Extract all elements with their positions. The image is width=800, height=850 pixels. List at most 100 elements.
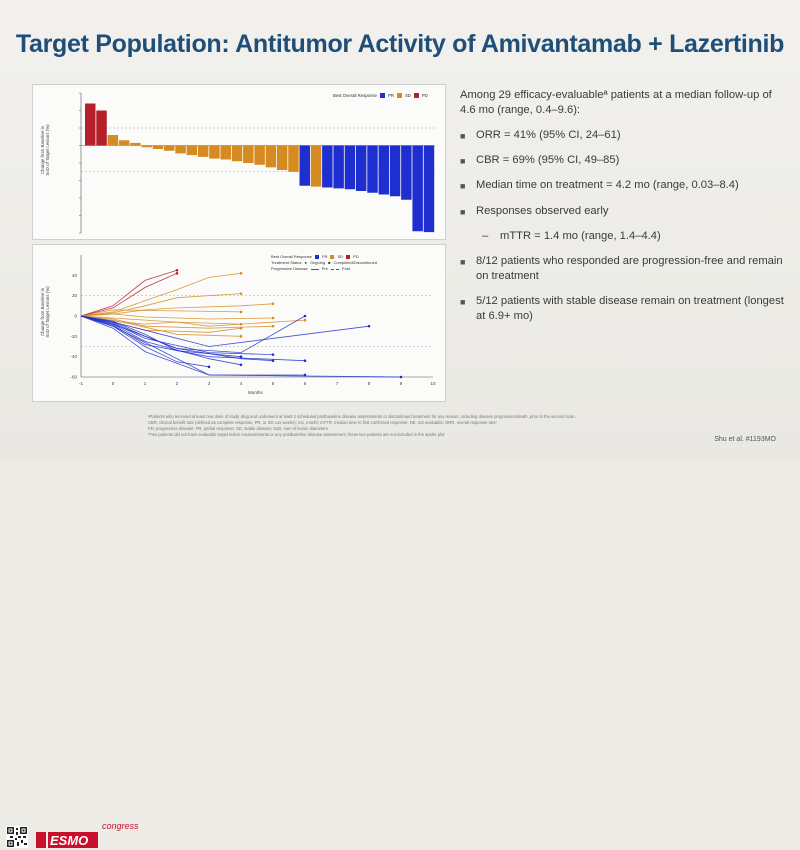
- dash-icon: –: [482, 229, 489, 242]
- footnotes: ªPatients who received at least one dose…: [148, 414, 688, 438]
- spider-x-tick-label: 6: [304, 381, 307, 386]
- spider-x-tick-label: 0: [112, 381, 115, 386]
- bullet-progression-free: ■ 8/12 patients who responded are progres…: [460, 254, 790, 284]
- legend-swatch-pd: [413, 93, 419, 98]
- spider-y-tick-label: -40: [70, 354, 77, 359]
- spider-endpoint-marker: [367, 324, 371, 328]
- spider-legend-sd: SD: [337, 254, 344, 259]
- pre-line-icon: [310, 268, 319, 270]
- bullet-icon: ■: [460, 256, 466, 267]
- bullet-stable-disease-text: 5/12 patients with stable disease remain…: [476, 294, 784, 323]
- spider-patient-line: [80, 272, 178, 317]
- spider-swatch-pr: [314, 255, 319, 260]
- bullet-icon: ■: [460, 156, 466, 167]
- spider-endpoint-marker: [207, 365, 211, 369]
- waterfall-bar: [423, 145, 435, 233]
- waterfall-bar: [401, 145, 412, 200]
- waterfall-panel: Change from Baseline in SoD of Target Le…: [32, 84, 446, 240]
- waterfall-chart: [79, 92, 435, 234]
- spider-patient-line: [80, 315, 306, 325]
- bullet-cbr-text: CBR = 69% (95% CI, 49–85): [476, 154, 620, 167]
- spider-patient-line: [80, 315, 402, 378]
- spider-y-tick-label: 40: [72, 273, 78, 278]
- spider-x-tick-label: -1: [79, 381, 83, 386]
- bullet-orr: ■ ORR = 41% (95% CI, 24–61): [460, 128, 790, 143]
- spider-treatment-completed: Completed/Discontinued: [333, 260, 378, 266]
- spider-x-tick-label: 4: [240, 381, 243, 386]
- bullet-icon: ■: [460, 131, 466, 142]
- waterfall-bar: [152, 145, 164, 149]
- waterfall-legend: Best Overall Response PR SD PD: [333, 93, 428, 98]
- spider-x-tick-label: 1: [144, 381, 147, 386]
- bullet-orr-text: ORR = 41% (95% CI, 24–61): [476, 129, 621, 142]
- spider-patient-line: [80, 309, 242, 317]
- spider-x-tick-label: 10: [430, 381, 436, 386]
- spider-endpoint-marker: [175, 268, 179, 272]
- footnote-line: CBR, clinical benefit rate (defined as c…: [148, 420, 497, 426]
- spider-x-tick-label: 5: [272, 381, 275, 386]
- waterfall-bar: [209, 145, 220, 159]
- spider-endpoint-marker: [239, 292, 243, 295]
- ongoing-marker-icon: ●: [304, 260, 307, 266]
- waterfall-bar: [175, 145, 186, 154]
- spider-endpoint-marker: [303, 359, 307, 363]
- spider-legend-pr: PR: [321, 254, 328, 259]
- waterfall-bar: [344, 145, 356, 190]
- spider-progression-label: Progressive Disease: [271, 266, 308, 272]
- spider-x-tick-label: 7: [336, 381, 339, 386]
- waterfall-bar: [220, 145, 231, 160]
- spider-panel: Change from Baseline in SoD of Target Le…: [32, 244, 446, 402]
- bullet-responses-early-text: Responses observed early: [476, 204, 609, 217]
- spider-endpoint-marker: [175, 272, 179, 275]
- waterfall-bar: [299, 145, 311, 186]
- spider-x-tick-label: 8: [368, 381, 371, 386]
- waterfall-bar: [355, 145, 367, 191]
- waterfall-bar: [288, 145, 299, 172]
- spider-xlabel: Months: [248, 390, 263, 395]
- spider-y-tick-label: -20: [70, 334, 77, 339]
- citation: Shu et al. #1193MO: [714, 436, 776, 443]
- waterfall-bar: [367, 145, 378, 193]
- intro-text: Among 29 efficacy-evaluableª patients at…: [460, 89, 772, 117]
- spider-patient-line: [80, 315, 306, 362]
- waterfall-bar: [107, 135, 119, 146]
- spider-treatment-ongoing: Ongoing: [309, 260, 326, 266]
- waterfall-bar: [186, 145, 198, 156]
- spider-patient-line: [80, 269, 178, 317]
- waterfall-bar: [265, 145, 277, 168]
- waterfall-bar: [389, 145, 401, 197]
- waterfall-legend-pd: PD: [421, 93, 428, 98]
- spider-endpoint-marker: [239, 355, 243, 358]
- spider-endpoint-marker: [303, 318, 307, 322]
- waterfall-bar: [118, 140, 130, 146]
- waterfall-bar: [276, 145, 288, 170]
- spider-patient-line: [80, 293, 242, 317]
- waterfall-bar: [254, 145, 265, 165]
- spider-patient-line: [80, 315, 274, 355]
- waterfall-bar: [231, 145, 243, 162]
- waterfall-legend-title: Best Overall Response: [333, 93, 377, 98]
- spider-patient-line: [80, 315, 370, 347]
- spider-endpoint-marker: [239, 326, 243, 330]
- spider-progression-post: Post: [341, 266, 350, 272]
- waterfall-bar: [197, 145, 209, 157]
- esmo-logo: ESMO: [36, 832, 98, 848]
- spider-x-tick-label: 3: [208, 381, 211, 386]
- bullet-median-time-text: Median time on treatment = 4.2 mo (range…: [476, 179, 739, 192]
- waterfall-bar: [141, 145, 152, 148]
- spider-treatment-label: Treatment Status: [271, 260, 302, 266]
- results-text: Among 29 efficacy-evaluableª patients at…: [460, 88, 790, 334]
- qr-code-icon: [6, 826, 28, 848]
- bullet-icon: ■: [460, 181, 466, 192]
- completed-marker-icon: ■: [328, 260, 331, 266]
- bullet-mttr: – mTTR = 1.4 mo (range, 1.4–4.4): [482, 229, 790, 244]
- spider-endpoint-marker: [239, 363, 243, 367]
- spider-patient-line: [80, 315, 242, 358]
- bullet-icon: ■: [460, 206, 466, 217]
- spider-endpoint-marker: [239, 322, 243, 326]
- waterfall-bar: [378, 145, 390, 195]
- spider-swatch-sd: [330, 255, 335, 260]
- spider-endpoint-marker: [271, 353, 275, 356]
- spider-endpoint-marker: [271, 302, 275, 306]
